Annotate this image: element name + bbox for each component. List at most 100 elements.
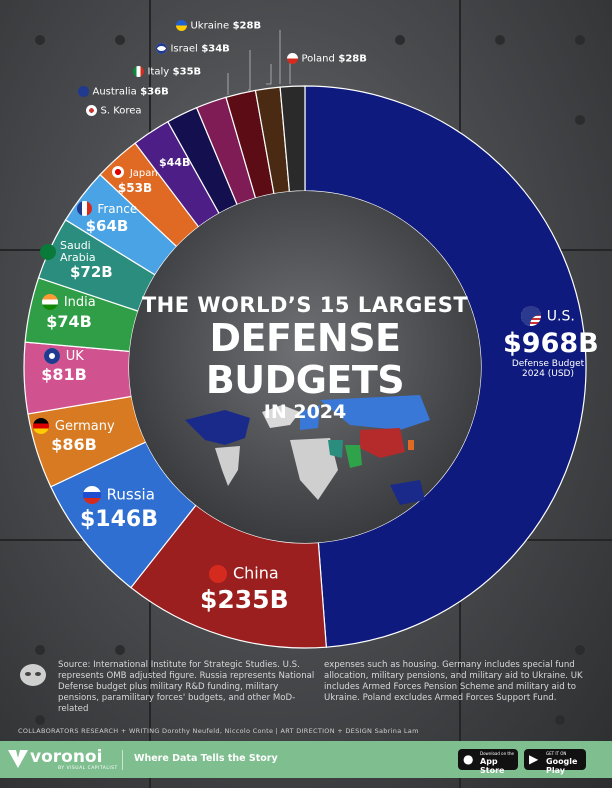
donut-hole	[129, 191, 481, 543]
us-note-line-2: 2024 (USD)	[521, 368, 575, 379]
value-label: $235B	[200, 585, 289, 614]
category-label: Germany	[54, 419, 115, 434]
label-australia: Australia $36B	[78, 86, 169, 98]
masks-icon	[20, 664, 46, 686]
rivet	[115, 645, 125, 655]
uk-flag-icon	[44, 347, 61, 364]
apple-icon: ●	[463, 752, 474, 766]
value-label: $34B	[201, 43, 230, 55]
value-label: $28B	[338, 53, 367, 65]
label-us: U.S. $968B Defense Budget 2024 (USD)	[503, 306, 599, 379]
us-note-line-1: Defense Budget	[511, 359, 585, 370]
saudi-arabia-flag-icon	[40, 243, 56, 260]
label-india: India $74B	[34, 293, 104, 331]
france-flag-icon	[76, 201, 92, 216]
value-label: $64B	[85, 216, 129, 235]
israel-flag-icon	[156, 43, 167, 54]
label-china: China $235B	[200, 563, 289, 614]
poland-flag-icon	[287, 53, 298, 64]
value-label: $53B	[117, 180, 153, 195]
label-s-korea: S. Korea	[86, 105, 142, 117]
rivet	[495, 35, 505, 45]
rivet	[35, 35, 45, 45]
label-japan: Japan $53B	[104, 163, 166, 194]
brand-subtitle: BY VISUAL CAPITALIST	[58, 766, 118, 771]
label-germany: Germany $86B	[26, 417, 122, 454]
footer-bar: voronoi BY VISUAL CAPITALIST Where Data …	[0, 741, 612, 778]
chart-title: THE WORLD’S 15 LARGEST DEFENSE BUDGETS I…	[110, 293, 500, 423]
label-france: France $64B	[72, 200, 142, 235]
category-label: China	[232, 563, 279, 583]
value-label: $81B	[41, 364, 87, 384]
label-israel: Israel $34B	[156, 43, 230, 55]
leader-lines	[227, 30, 291, 95]
category-label: India	[63, 295, 96, 310]
category-label: UK	[65, 349, 84, 364]
australia-flag-icon	[78, 86, 89, 97]
rivet	[555, 715, 565, 725]
brand-logo[interactable]: voronoi	[30, 747, 103, 767]
russia-flag-icon	[83, 486, 102, 504]
india-flag-icon	[42, 293, 59, 310]
rivet	[35, 715, 45, 725]
s-korea-flag-icon	[86, 105, 97, 116]
rivet	[115, 35, 125, 45]
rivet	[575, 35, 585, 45]
label-italy: Italy $35B	[133, 66, 201, 78]
value-label-s-korea: $44B	[159, 156, 191, 169]
value-label: $36B	[140, 86, 169, 98]
label-poland: Poland $28B	[287, 53, 367, 65]
category-label: France	[97, 202, 138, 216]
rivet	[395, 35, 405, 45]
value-label: $28B	[232, 20, 262, 32]
category-label: Australia	[92, 86, 137, 98]
source-text-2: expenses such as housing. Germany includ…	[324, 660, 583, 703]
voronoi-logo-icon	[8, 750, 28, 768]
label-ukraine: Ukraine $28B	[176, 20, 261, 32]
rivet	[35, 645, 45, 655]
title-line-2: DEFENSE BUDGETS	[205, 316, 405, 402]
label-saudi-arabia: Saudi Arabia $72B	[40, 240, 120, 281]
tagline: Where Data Tells the Story	[134, 753, 278, 764]
value-label: $72B	[70, 263, 113, 282]
category-label: U.S.	[546, 308, 575, 325]
ukraine-flag-icon	[176, 20, 187, 31]
google-play-icon: ▶	[529, 752, 539, 766]
app-store-text: App Store	[480, 757, 505, 775]
world-map	[185, 395, 430, 505]
collaborators-credit: COLLABORATORS RESEARCH + WRITING Dorothy…	[18, 727, 419, 735]
germany-flag-icon	[33, 417, 50, 434]
category-label: Poland	[301, 53, 335, 65]
category-label: Russia	[106, 485, 155, 504]
title-line-1: THE WORLD’S 15 LARGEST	[141, 293, 469, 317]
google-play-button[interactable]: ▶ GET IT ON Google Play	[524, 749, 586, 775]
category-label: Italy	[147, 66, 170, 78]
china-flag-icon	[209, 565, 228, 583]
value-label: $968B	[503, 328, 599, 359]
label-russia: Russia $146B	[76, 486, 162, 531]
japan-flag-icon	[112, 165, 125, 178]
value-label: $74B	[46, 311, 92, 331]
category-label: Ukraine	[190, 20, 230, 32]
value-label: $35B	[172, 66, 202, 78]
italy-flag-icon	[133, 66, 144, 77]
category-label: S. Korea	[100, 105, 142, 117]
category-label: Japan	[129, 168, 158, 179]
rivet	[575, 645, 585, 655]
label-uk: UK $81B	[36, 347, 92, 384]
rivet	[575, 115, 585, 125]
category-label: Israel	[170, 43, 198, 55]
google-play-small-text: GET IT ON	[546, 751, 567, 756]
app-store-button[interactable]: ● Download on the App Store	[458, 749, 518, 775]
category-label: Saudi Arabia	[60, 239, 96, 264]
value-label: $86B	[51, 434, 97, 454]
us-flag-icon	[521, 306, 542, 326]
source-text-1: Source: International Institute for Stra…	[58, 660, 315, 714]
google-play-text: Google Play	[546, 757, 578, 775]
title-line-3: IN 2024	[263, 401, 347, 423]
value-label: $146B	[80, 507, 158, 532]
footer-divider	[122, 750, 123, 770]
app-store-small-text: Download on the	[480, 751, 514, 756]
